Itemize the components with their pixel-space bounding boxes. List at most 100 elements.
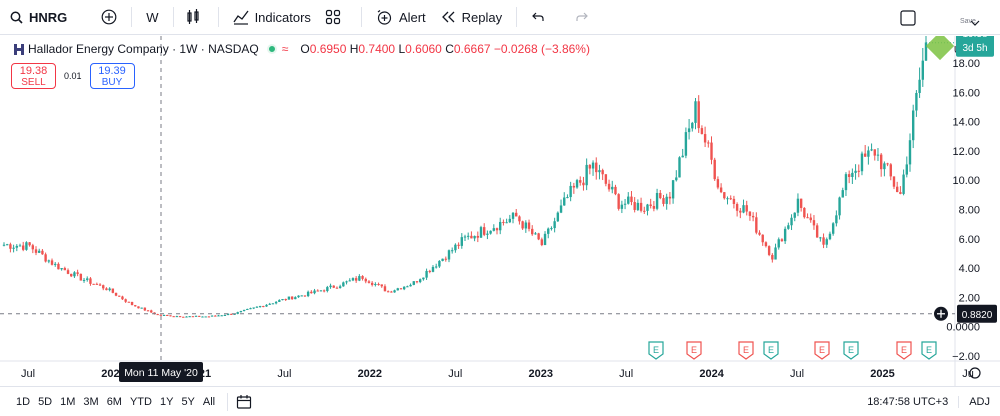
candle-body xyxy=(604,174,608,184)
candle-body xyxy=(316,290,319,292)
earnings-marker[interactable] xyxy=(921,341,937,360)
earnings-marker-label: E xyxy=(901,345,907,355)
candle-body xyxy=(326,287,329,292)
range-button-3m[interactable]: 3M xyxy=(83,395,99,408)
candle-body xyxy=(265,304,268,307)
range-button-all[interactable]: All xyxy=(202,395,216,408)
toolbar-divider xyxy=(227,392,229,411)
candle-body xyxy=(310,291,313,294)
candle-body xyxy=(290,296,294,300)
earnings-marker[interactable] xyxy=(763,341,779,360)
candle-body xyxy=(665,196,668,204)
alert-button[interactable]: Alert xyxy=(362,0,434,35)
candle-body xyxy=(281,299,284,301)
range-button-1d[interactable]: 1D xyxy=(16,395,31,408)
candle-body xyxy=(707,142,710,144)
candle-body xyxy=(438,260,441,267)
candle-body xyxy=(473,235,476,239)
toolbar-divider xyxy=(172,7,174,27)
range-button-ytd[interactable]: YTD xyxy=(129,395,152,408)
earnings-marker[interactable] xyxy=(896,341,912,360)
candle-body xyxy=(178,316,182,318)
undo-button[interactable] xyxy=(517,0,563,35)
fullscreen-button[interactable] xyxy=(890,0,956,35)
candle-body xyxy=(105,288,108,291)
candle-body xyxy=(226,313,230,315)
candle-body xyxy=(691,122,694,129)
toolbar-divider xyxy=(131,7,133,27)
earnings-marker[interactable] xyxy=(648,341,664,360)
earnings-marker[interactable] xyxy=(686,341,702,360)
candle-body xyxy=(684,132,688,156)
candle-body xyxy=(460,237,463,246)
earnings-marker[interactable] xyxy=(843,341,859,360)
earnings-marker[interactable] xyxy=(738,341,754,360)
save-label: Save xyxy=(960,18,976,25)
layout-templates-button[interactable] xyxy=(319,0,361,35)
candle-body xyxy=(358,276,361,281)
candle-body xyxy=(252,307,255,309)
redo-button[interactable] xyxy=(563,0,607,35)
earnings-marker-label: E xyxy=(653,345,659,355)
candle-body xyxy=(127,301,131,303)
candle-body xyxy=(412,281,415,285)
indicators-button[interactable]: Indicators xyxy=(219,0,319,35)
candle-body xyxy=(636,202,640,210)
go-to-date-button[interactable] xyxy=(236,394,252,410)
candle-body xyxy=(345,281,348,283)
candle-body xyxy=(633,202,636,210)
candle-body xyxy=(156,314,159,316)
candle-body xyxy=(409,284,412,287)
market-status-dot[interactable] xyxy=(266,44,277,54)
compare-button[interactable] xyxy=(93,0,131,35)
candle-body xyxy=(258,306,262,308)
adj-button[interactable]: ADJ xyxy=(969,396,990,408)
range-button-5y[interactable]: 5Y xyxy=(181,395,195,408)
bottom-right: 18:47:58 UTC+3 ADJ xyxy=(867,387,1000,416)
candle-body xyxy=(73,272,76,277)
sell-button[interactable]: 19.38 SELL xyxy=(11,63,56,89)
indicators-label: Indicators xyxy=(254,9,311,25)
time-tick-label: 2022 xyxy=(358,368,382,380)
range-button-6m[interactable]: 6M xyxy=(106,395,122,408)
bottom-bar: 1D 5D 1M 3M 6M YTD 1Y 5Y All 18:47:58 UTC+3 ADJ xyxy=(0,386,1000,416)
candle-body xyxy=(889,164,892,177)
candle-body xyxy=(444,258,447,260)
candle-body xyxy=(361,276,364,279)
buy-button[interactable]: 19.39 BUY xyxy=(89,63,135,89)
earnings-marker[interactable] xyxy=(814,341,830,360)
candle-body xyxy=(681,155,684,158)
candle-body xyxy=(25,242,28,250)
chart-type-button[interactable] xyxy=(174,0,218,35)
candle-body xyxy=(710,142,713,160)
clock-timezone[interactable]: 18:47:58 UTC+3 xyxy=(867,396,960,408)
gear-icon[interactable] xyxy=(969,367,981,379)
toolbar-divider xyxy=(360,7,362,27)
price-chart[interactable]: 18.00 16.00 14.00 12.00 10.00 8.00 6.00 4.00 2.0… xyxy=(0,24,1000,386)
save-button[interactable]: Save xyxy=(956,0,1000,35)
range-button-1y[interactable]: 1Y xyxy=(159,395,174,408)
candle-body xyxy=(348,280,351,282)
candle-body xyxy=(6,244,9,246)
interval-button[interactable]: W xyxy=(132,0,172,35)
candle-body xyxy=(649,204,652,207)
candle-body xyxy=(428,270,431,272)
range-button-5d[interactable]: 5D xyxy=(38,395,53,408)
range-button-1m[interactable]: 1M xyxy=(60,395,76,408)
replay-button[interactable]: Replay xyxy=(434,0,516,35)
symbol-search-button[interactable]: HNRG xyxy=(0,0,75,35)
candle-body xyxy=(454,244,457,251)
candle-body xyxy=(515,212,518,217)
time-tick-label: Jul xyxy=(21,368,35,380)
candle-body xyxy=(431,266,435,272)
candle-body xyxy=(377,284,380,286)
candle-body xyxy=(374,284,377,286)
candle-body xyxy=(89,278,92,284)
earnings-marker-label: E xyxy=(848,345,854,355)
crosshair-date-badge xyxy=(119,362,203,382)
candle-body xyxy=(569,185,572,198)
chart-pane[interactable]: 18.00 16.00 14.00 12.00 10.00 8.00 6.00 4.00 2.0… xyxy=(0,24,1000,386)
candle-body xyxy=(214,315,217,317)
candle-body xyxy=(905,164,908,175)
data-source-icon[interactable]: ≈ xyxy=(281,42,289,56)
